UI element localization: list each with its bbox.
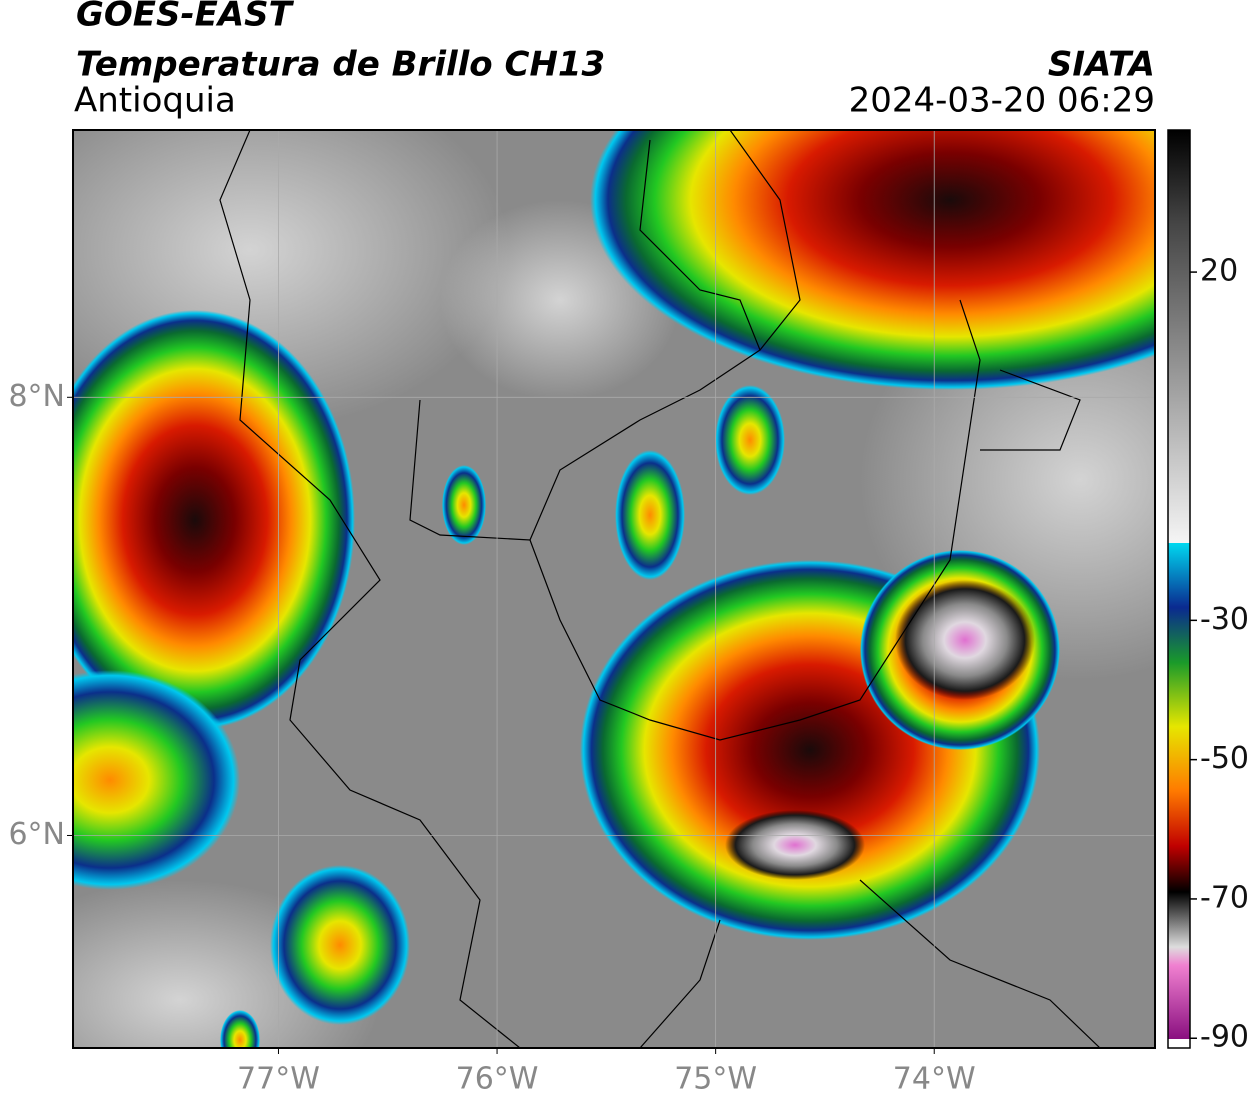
colorbar-tick-label: -70	[1200, 880, 1249, 915]
colorbar-tick-label: -30	[1200, 602, 1249, 637]
map-image	[73, 130, 1155, 1048]
x-tick-label: 76°W	[456, 1062, 539, 1097]
region: Antioquia	[74, 81, 236, 121]
y-tick-label: 8°N	[8, 379, 65, 414]
map-frame	[72, 129, 1156, 1049]
product: Temperatura de Brillo CH13	[76, 45, 605, 85]
source: SIATA	[1048, 45, 1155, 85]
x-tick-label: 77°W	[237, 1062, 320, 1097]
datetime: 2024-03-20 06:29	[849, 81, 1155, 121]
colorbar-tick-label: 20	[1200, 254, 1238, 289]
y-tick-label: 6°N	[8, 817, 65, 852]
satellite: GOES-EAST	[76, 0, 295, 35]
colorbar-tick-label: -90	[1200, 1020, 1249, 1055]
graticule	[73, 130, 1155, 1048]
colorbar-tick-label: -50	[1200, 741, 1249, 776]
x-tick-label: 75°W	[674, 1062, 757, 1097]
x-tick-label: 74°W	[893, 1062, 976, 1097]
colorbar	[1167, 129, 1191, 1049]
